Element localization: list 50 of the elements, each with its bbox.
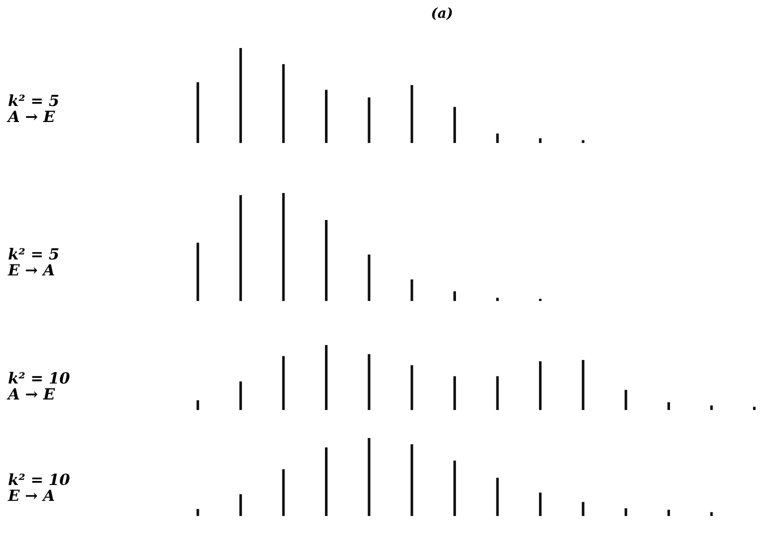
y-axis-title: k² = 5 A → E [6, 94, 58, 122]
chart-title: (a) [432, 7, 452, 20]
bar [496, 134, 499, 143]
bar [196, 82, 200, 143]
bar [410, 444, 414, 516]
bar [453, 376, 456, 410]
bar [582, 502, 584, 516]
bar [539, 361, 542, 410]
bar [667, 402, 670, 410]
bar [539, 492, 542, 516]
bar [753, 406, 756, 410]
bar [453, 291, 456, 301]
bar [282, 356, 285, 410]
bar [368, 97, 370, 143]
bar [368, 254, 370, 301]
bar [710, 405, 713, 410]
y-axis-title: k² = 10 E → A [8, 473, 70, 501]
bar [624, 390, 628, 410]
bar [196, 400, 200, 410]
bar [368, 354, 370, 410]
bar [667, 510, 670, 516]
bar [324, 90, 328, 143]
bar [239, 48, 242, 143]
bar [582, 140, 584, 143]
bar [239, 381, 242, 410]
bar [453, 106, 456, 143]
bar [496, 298, 499, 301]
bar [410, 279, 414, 301]
bar [324, 220, 328, 301]
y-axis-title: k² = 10 A → E [6, 372, 70, 400]
bar [410, 365, 414, 410]
bar [582, 360, 584, 410]
bar [239, 195, 242, 301]
bar [239, 494, 242, 516]
bar [496, 376, 499, 410]
bar [196, 508, 200, 516]
bar [282, 193, 285, 301]
bar [453, 460, 456, 516]
bar [368, 438, 370, 516]
bar [624, 508, 628, 516]
y-axis-title: k² = 5 E → A [8, 248, 58, 276]
bar [324, 447, 328, 516]
bar [496, 478, 499, 516]
bar [410, 85, 414, 143]
bar [282, 469, 285, 516]
bar [710, 512, 713, 516]
bar [324, 345, 328, 410]
bar [196, 242, 200, 301]
bar [539, 138, 542, 143]
bar [282, 64, 285, 143]
